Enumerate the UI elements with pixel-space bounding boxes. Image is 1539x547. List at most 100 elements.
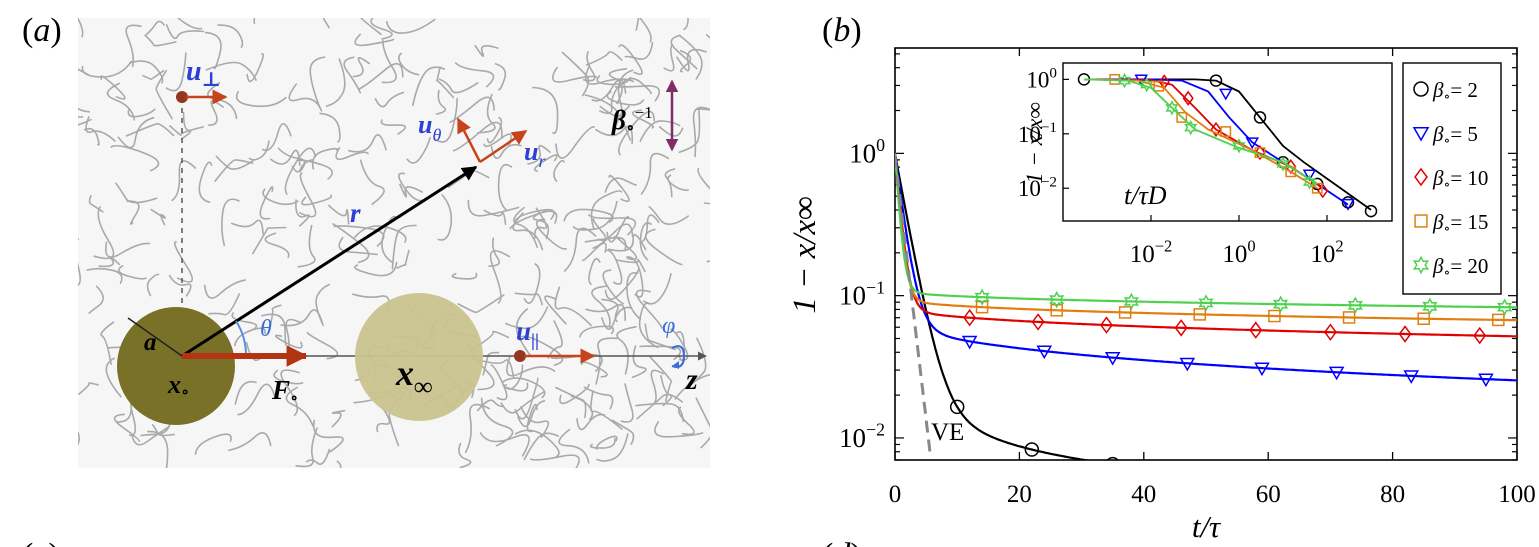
data-point-marker	[1123, 292, 1140, 311]
polymer-fiber	[299, 172, 317, 218]
polymer-fiber	[635, 402, 684, 422]
polymer-fiber	[285, 386, 314, 427]
polymer-fiber	[458, 442, 472, 468]
polymer-fiber	[155, 69, 173, 120]
data-point-marker	[1330, 473, 1343, 486]
parallel-point	[514, 350, 526, 362]
legend-label: β∘= 15	[1432, 210, 1488, 237]
polymer-fiber	[582, 51, 596, 82]
polymer-fiber	[650, 369, 664, 404]
inset-data-point-marker	[1254, 145, 1266, 161]
inset-data-point-marker	[1302, 169, 1317, 182]
polymer-fiber	[295, 199, 310, 227]
polymer-fiber	[438, 78, 479, 94]
data-point-marker	[1473, 326, 1487, 345]
polymer-fiber	[477, 93, 496, 134]
sphere-initial	[117, 307, 235, 425]
polymer-fiber	[319, 112, 341, 143]
polymer-fiber	[370, 18, 393, 40]
inset-data-point-marker	[1209, 74, 1223, 87]
polymer-fiber	[295, 427, 318, 468]
data-point-marker	[975, 300, 989, 314]
polymer-fiber	[380, 119, 407, 135]
polymer-fiber	[590, 390, 623, 430]
polymer-fiber	[325, 58, 346, 107]
polymer-fiber	[572, 200, 618, 231]
polymer-fiber	[385, 18, 436, 34]
polymer-fiber	[301, 194, 333, 206]
legend-box	[1402, 62, 1502, 295]
polymer-fiber	[221, 198, 240, 247]
polymer-fiber	[584, 236, 627, 252]
polymer-fiber	[259, 185, 274, 220]
polymer-fiber	[584, 94, 620, 126]
polymer-fiber	[284, 147, 317, 195]
data-point-marker	[949, 399, 965, 415]
data-point-marker	[1478, 373, 1494, 388]
polymer-fiber	[547, 320, 563, 359]
polymer-fiber	[354, 261, 398, 277]
polymer-fiber	[177, 18, 203, 30]
polymer-fiber	[269, 149, 301, 166]
legend-label: β∘= 20	[1432, 254, 1488, 281]
main-chart: 0 20 40 60 80 100 100 10−1 10−2	[839, 47, 1536, 508]
polymer-fiber	[203, 279, 247, 299]
data-point-marker	[1249, 321, 1263, 339]
series-line	[895, 153, 1517, 338]
polymer-fiber	[246, 53, 264, 83]
polymer-fiber	[359, 159, 385, 205]
polymer-fiber	[595, 337, 618, 385]
polymer-fiber	[237, 383, 276, 416]
inset-y-tick-label: 10−1	[1018, 119, 1057, 147]
polymer-fiber	[644, 228, 683, 266]
polymer-fiber	[435, 89, 447, 115]
data-point-marker	[1181, 465, 1194, 478]
polymer-fiber	[614, 85, 661, 102]
data-point-marker	[974, 288, 990, 306]
legend-marker	[1413, 81, 1429, 97]
polymer-fiber	[624, 41, 654, 60]
polymer-fiber	[506, 355, 556, 377]
polymer-fiber	[86, 267, 123, 284]
inset-y-tick-label: 100	[1026, 65, 1057, 93]
data-point-marker	[1328, 366, 1345, 381]
polymer-fiber	[494, 63, 507, 91]
polymer-fiber	[248, 140, 270, 161]
polymer-fiber	[692, 106, 710, 158]
polymer-fiber	[595, 435, 618, 450]
polymer-fiber	[620, 383, 634, 423]
x-tick-label: 100	[1498, 481, 1536, 508]
polymer-fiber	[551, 66, 598, 83]
polymer-fiber	[125, 24, 142, 68]
polymer-fiber	[381, 215, 398, 263]
polymer-fiber	[514, 429, 560, 458]
polymer-fiber	[88, 285, 104, 315]
x-tick-label: 0	[889, 481, 902, 508]
polymer-fiber	[639, 214, 660, 244]
polymer-fiber	[105, 357, 122, 398]
polymer-fiber	[514, 377, 539, 420]
polymer-fiber	[640, 152, 670, 195]
polymer-fiber	[660, 375, 673, 407]
polymer-fiber	[644, 323, 676, 351]
polymer-fiber	[585, 51, 623, 66]
polymer-fiber	[194, 433, 232, 455]
polymer-fiber	[280, 369, 300, 416]
polymer-fiber	[489, 249, 511, 304]
data-point-marker	[1050, 304, 1063, 317]
polymer-fiber	[230, 219, 264, 235]
polymer-fiber	[273, 369, 304, 385]
y-tick-label: 10−2	[839, 420, 885, 453]
data-point-marker	[1036, 345, 1053, 360]
beta-inverse-label: β∘−1	[611, 103, 653, 137]
polymer-fiber	[454, 62, 495, 88]
inset-data-point-marker	[1140, 76, 1154, 93]
inset-y-tick-label: 10−2	[1018, 174, 1057, 202]
polymer-fiber	[563, 227, 597, 272]
polymer-fiber	[583, 386, 614, 410]
main-y-axis-label: 1 − x/x∞	[787, 196, 823, 313]
polymer-fiber	[502, 382, 529, 392]
polymer-fiber	[576, 413, 606, 431]
polymer-fiber	[150, 208, 167, 226]
polymer-fiber	[505, 306, 549, 330]
